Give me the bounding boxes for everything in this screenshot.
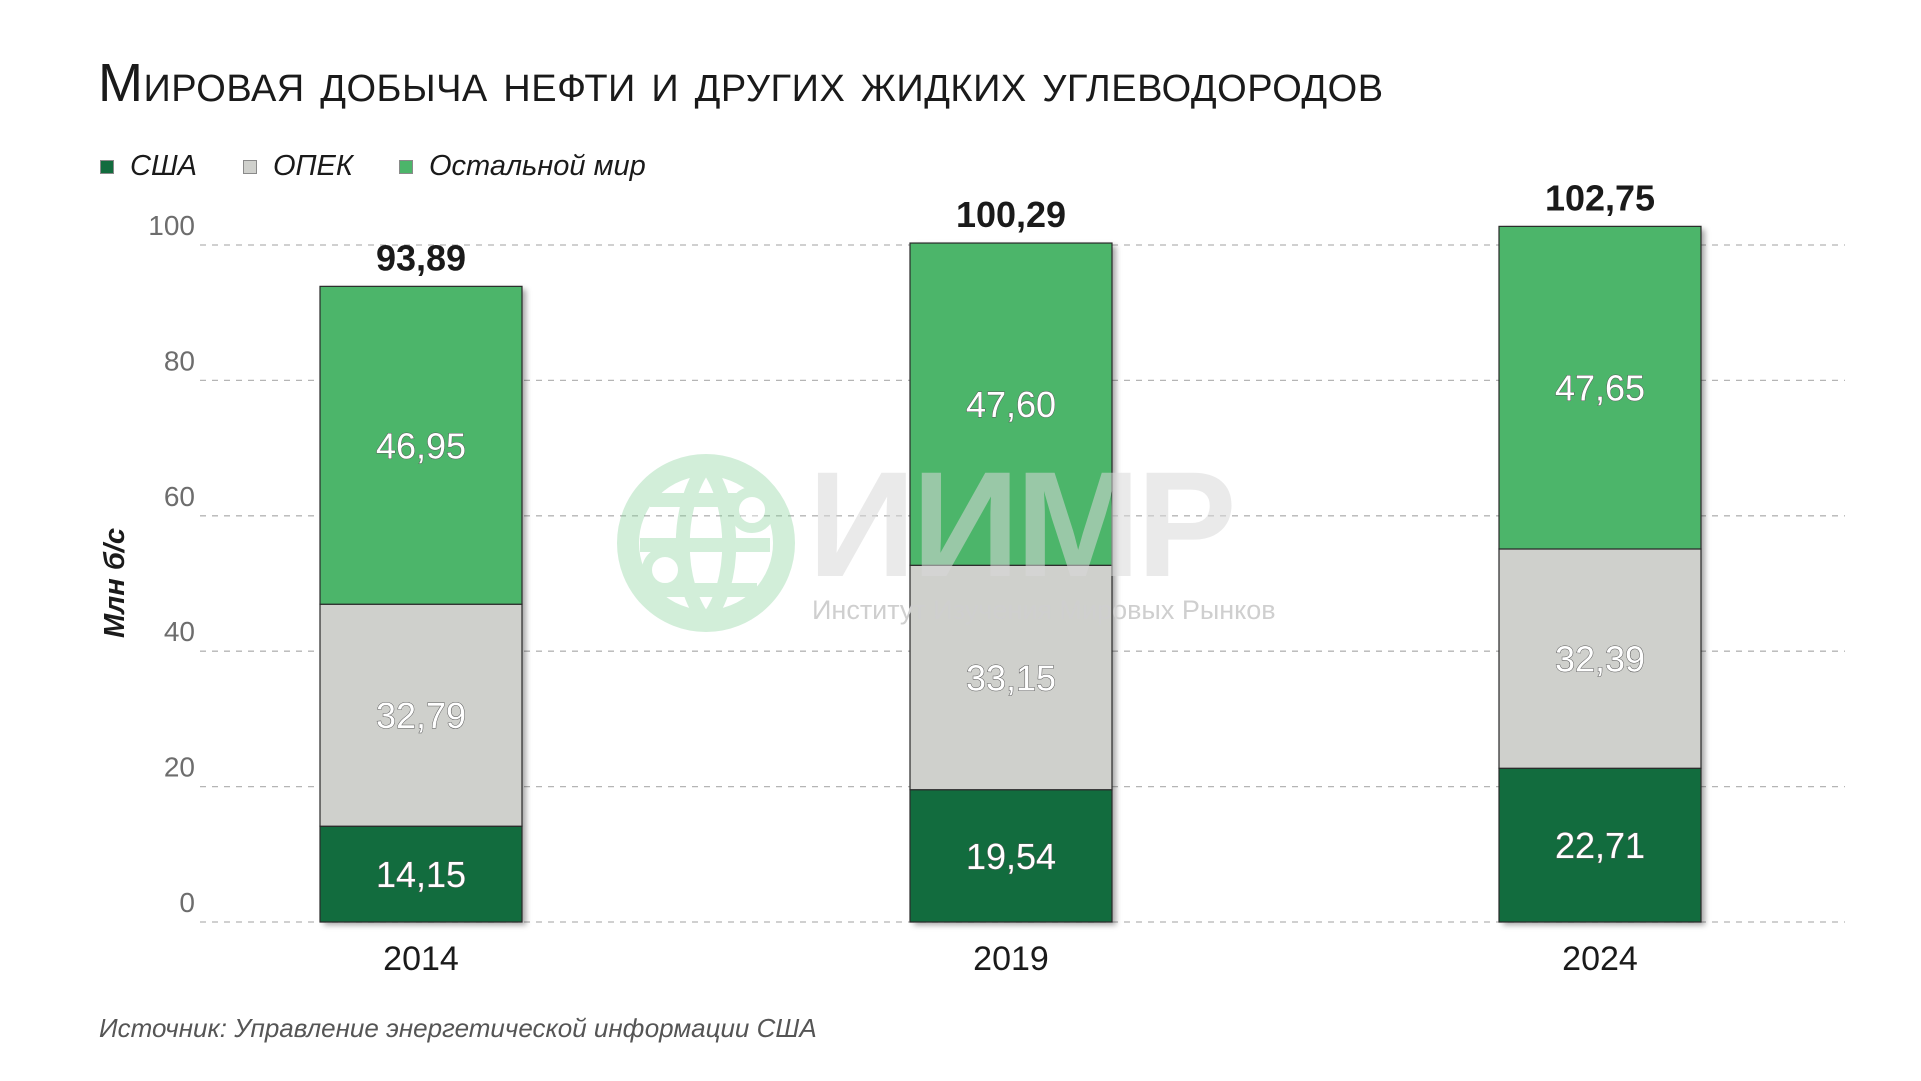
legend-item-rest: Остальной мир: [399, 150, 646, 183]
watermark-wordmark: ИИМР: [808, 440, 1237, 608]
legend-label-rest: Остальной мир: [429, 150, 646, 182]
watermark-globe-icon: [617, 454, 795, 632]
data-label-usa-2014: 14,15: [376, 854, 466, 895]
data-label-usa-2024: 22,71: [1555, 825, 1645, 866]
bar-segment-usa-2024: [1498, 767, 1702, 923]
x-tick-label-2019: 2019: [973, 940, 1049, 978]
y-tick-label: 40: [164, 616, 195, 647]
total-label-2014: 93,89: [376, 237, 466, 278]
data-label-usa-2019: 19,54: [966, 836, 1056, 877]
data-label-rest-2019: 47,60: [966, 384, 1056, 425]
y-tick-label: 80: [164, 345, 195, 376]
bar-segment-usa-2019: [909, 789, 1113, 923]
data-label-opec-2014: 32,79: [376, 695, 466, 736]
y-tick-label: 0: [179, 887, 195, 918]
legend: США ОПЕК Остальной мир: [100, 150, 692, 183]
y-tick-label: 100: [148, 210, 195, 241]
y-axis-label: Млн б/с: [99, 528, 131, 638]
legend-label-usa: США: [130, 150, 197, 182]
total-label-2019: 100,29: [956, 194, 1066, 235]
total-label-2024: 102,75: [1545, 177, 1655, 218]
data-labels: 14,15 32,79 46,95 93,89 2014 19,54 33,15 47,60 1…: [375, 177, 1655, 978]
legend-swatch-rest: [399, 159, 413, 174]
data-label-opec-2019: 33,15: [966, 658, 1056, 699]
legend-swatch-usa: [100, 159, 114, 174]
bar-segment-usa-2014: [319, 825, 523, 923]
bar-segment-rest-2019: [909, 242, 1113, 566]
data-label-opec-2024: 32,39: [1555, 639, 1645, 680]
y-tick-label: 20: [164, 752, 195, 783]
bar-segment-opec-2024: [1498, 548, 1702, 769]
bar-segment-opec-2014: [319, 603, 523, 827]
bars: [319, 225, 1702, 923]
y-axis: 0 20 40 60 80 100 Млн б/с: [99, 210, 195, 918]
bar-segment-opec-2019: [909, 564, 1113, 791]
legend-item-usa: США: [100, 150, 197, 183]
data-label-rest-2024: 47,65: [1555, 368, 1645, 409]
legend-item-opec: ОПЕК: [242, 150, 353, 183]
watermark-subtitle: Институт Изучения Мировых Рынков: [812, 595, 1276, 625]
bar-segment-rest-2014: [319, 285, 523, 605]
legend-swatch-opec: [242, 159, 257, 174]
source-note: Источник: Управление энергетической инфо…: [99, 1013, 817, 1043]
y-tick-label: 60: [164, 481, 195, 512]
data-label-rest-2014: 46,95: [376, 425, 466, 466]
x-tick-label-2024: 2024: [1562, 940, 1638, 978]
chart-title: Мировая добыча нефти и других жидких угл…: [98, 53, 1384, 113]
x-tick-label-2014: 2014: [383, 940, 459, 978]
bar-segment-rest-2024: [1498, 225, 1702, 550]
legend-label-opec: ОПЕК: [272, 150, 353, 182]
